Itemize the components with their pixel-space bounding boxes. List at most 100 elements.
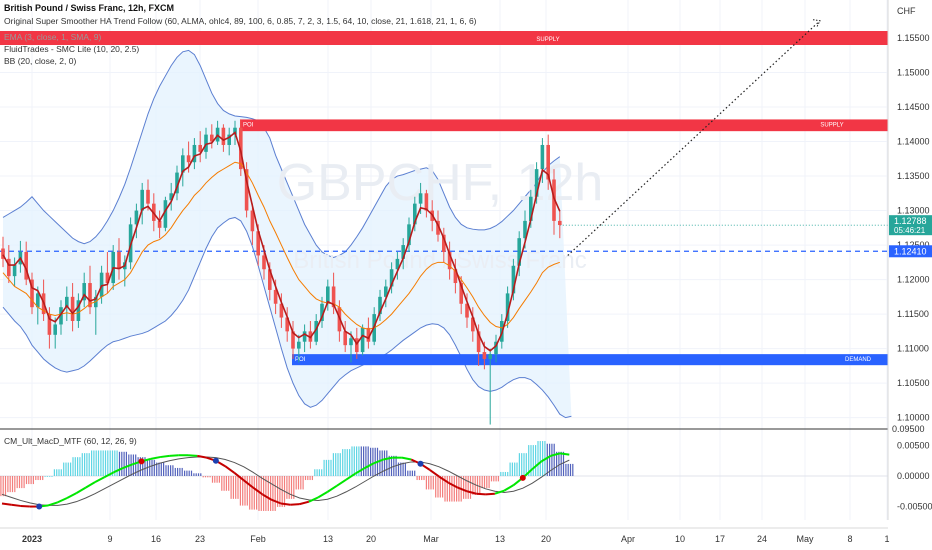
projection-arrow-line[interactable] xyxy=(567,20,821,256)
macd-hist-bar xyxy=(363,446,365,476)
macd-hist-bar xyxy=(488,476,490,489)
time-tick: 1 xyxy=(884,534,889,544)
macd-ticks: 0.00500 0.00000 -0.00500 xyxy=(897,440,932,511)
time-tick: 17 xyxy=(715,534,725,544)
supply-zone-top[interactable] xyxy=(0,31,888,45)
macd-hist-bar xyxy=(193,473,195,476)
macd-hist-bar xyxy=(358,446,360,476)
level-price-tag xyxy=(889,245,932,258)
candle-body xyxy=(227,134,231,145)
macd-hist-bar xyxy=(107,450,109,476)
macd-hist-bar xyxy=(14,476,16,493)
candle-body xyxy=(175,172,179,194)
macd-hist-bar xyxy=(502,471,504,476)
candle-body xyxy=(221,127,226,145)
macd-hist-bar xyxy=(328,459,330,476)
candle-body xyxy=(314,321,318,342)
indicator-legend-1[interactable]: Original Super Smoother HA Trend Follow … xyxy=(4,16,477,26)
macd-hist-bar xyxy=(356,446,358,476)
macd-hist-bar xyxy=(414,470,416,476)
candle-body xyxy=(326,286,330,304)
macd-hist-bar xyxy=(449,476,451,502)
macd-hist-bar xyxy=(216,476,218,483)
time-ticks: 2023 9 16 23 Feb 13 20 Mar 13 20 Apr 10 17 24 May 8 1 xyxy=(22,534,890,544)
price-axis-bg[interactable] xyxy=(888,0,932,520)
price-tick: 1.15500 xyxy=(897,33,930,43)
macd-hist-bar xyxy=(158,462,160,476)
macd-segment xyxy=(559,452,570,456)
macd-hist-bar xyxy=(469,476,472,499)
candle-body xyxy=(1,248,5,259)
macd-hist-bar xyxy=(465,476,467,499)
macd-segment xyxy=(85,481,96,489)
macd-hist-bar xyxy=(390,455,393,476)
macd-hist-bar xyxy=(302,476,304,490)
macd-hist-bar xyxy=(293,476,295,499)
macd-hist-bar xyxy=(163,462,165,476)
candle-body xyxy=(82,283,86,301)
macd-hist-bar xyxy=(214,476,216,483)
time-axis-bg[interactable] xyxy=(0,528,932,550)
macd-segment xyxy=(113,467,124,474)
macd-hist-bar xyxy=(25,476,28,485)
macd-segment xyxy=(57,497,68,504)
macd-cross-dot xyxy=(138,458,145,465)
indicator-legend-4[interactable]: BB (20, close, 2, 0) xyxy=(4,56,77,66)
macd-axis-top-label: 0.09500 xyxy=(892,424,925,434)
macd-hist-bar xyxy=(537,441,539,476)
macd-segment xyxy=(187,454,198,457)
macd-segment xyxy=(540,454,552,463)
macd-hist-bar xyxy=(342,449,344,476)
macd-cross-dot xyxy=(519,474,526,481)
macd-hist-bar xyxy=(516,462,518,476)
macd-hist-bar xyxy=(418,476,420,481)
macd-segment xyxy=(224,465,236,474)
macd-hist-bar xyxy=(525,453,527,476)
macd-segment xyxy=(364,462,375,469)
symbol-title[interactable]: British Pound / Swiss Franc, 12h, FXCM xyxy=(4,3,175,13)
macd-hist-bar xyxy=(181,467,183,476)
candle-body xyxy=(233,127,237,135)
candle-body xyxy=(186,155,191,163)
time-tick: 20 xyxy=(541,534,551,544)
supply-zone-poi[interactable] xyxy=(240,119,888,132)
candle-body xyxy=(169,193,173,201)
macd-hist-bar xyxy=(153,459,155,476)
macd-hist-bar xyxy=(456,476,458,502)
currency-label: CHF xyxy=(897,6,916,16)
macd-hist-bar xyxy=(404,462,406,476)
candle-body xyxy=(529,196,533,221)
candle-body xyxy=(517,238,521,266)
indicator-legend-3[interactable]: FluidTrades - SMC Lite (10, 20, 2.5) xyxy=(4,44,140,54)
macd-hist-bar xyxy=(542,441,544,476)
macd-hist-bar xyxy=(444,476,446,502)
demand-zone[interactable] xyxy=(292,354,888,366)
candle-body xyxy=(117,251,121,270)
macd-hist-bar xyxy=(49,476,51,477)
macd-hist-bar xyxy=(281,476,283,507)
candle-body xyxy=(407,224,411,246)
macd-hist-bar xyxy=(202,476,204,478)
time-tick: 24 xyxy=(757,534,767,544)
macd-segment xyxy=(345,472,356,481)
macd-hist-bar xyxy=(7,476,9,493)
macd-segment xyxy=(457,486,468,493)
indicator-legend-2[interactable]: EMA (3, close, 1, SMA, 9) xyxy=(4,32,102,42)
macd-hist-bar xyxy=(346,449,348,476)
price-tick: 1.11500 xyxy=(897,309,929,319)
macd-hist-bar xyxy=(360,446,362,476)
macd-hist-bar xyxy=(121,451,123,476)
macd-hist-bar xyxy=(569,463,572,476)
macd-legend[interactable]: CM_Ult_MacD_MTF (60, 12, 26, 9) xyxy=(4,436,137,446)
time-tick: 10 xyxy=(675,534,685,544)
macd-hist-bar xyxy=(51,476,53,477)
macd-hist-bar xyxy=(500,471,502,476)
macd-hist-bar xyxy=(288,476,290,499)
macd-signal-line xyxy=(1,456,570,506)
candle-body xyxy=(65,296,69,308)
macd-segment xyxy=(485,492,495,496)
candle-body xyxy=(36,293,40,308)
candle-body xyxy=(47,314,52,335)
candle-body xyxy=(331,286,336,308)
